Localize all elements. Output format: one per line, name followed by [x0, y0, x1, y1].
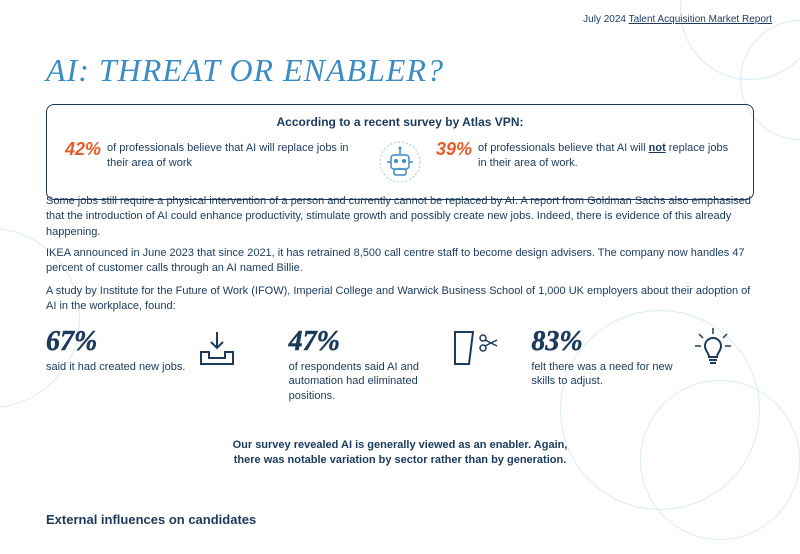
inbox-download-icon	[195, 326, 239, 375]
conclusion-line1: Our survey revealed AI is generally view…	[0, 438, 800, 453]
survey-right-pct: 39%	[436, 139, 472, 160]
stat-3-caption: felt there was a need for new skills to …	[531, 360, 681, 389]
header-date: July 2024	[583, 14, 626, 25]
header-doc-title: Talent Acquisition Market Report	[629, 14, 772, 25]
survey-left-text: of professionals believe that AI will re…	[107, 139, 364, 171]
paragraph-1: Some jobs still require a physical inter…	[46, 194, 754, 240]
stats-row: 67% said it had created new jobs. 47% of…	[46, 326, 754, 403]
survey-left-pct: 42%	[65, 139, 101, 160]
survey-heading: According to a recent survey by Atlas VP…	[65, 115, 735, 129]
conclusion-line2: there was notable variation by sector ra…	[0, 453, 800, 468]
stat-2-caption: of respondents said AI and automation ha…	[289, 360, 439, 403]
page-title: AI: THREAT OR ENABLER?	[46, 52, 444, 89]
conclusion-text: Our survey revealed AI is generally view…	[0, 438, 800, 469]
paper-scissors-icon	[449, 326, 499, 375]
paragraph-2: IKEA announced in June 2023 that since 2…	[46, 246, 754, 277]
stat-1-caption: said it had created new jobs.	[46, 360, 185, 374]
stat-1: 67% said it had created new jobs.	[46, 326, 269, 403]
stat-3-pct: 83%	[531, 326, 681, 358]
stat-2-pct: 47%	[289, 326, 439, 358]
robot-icon	[372, 139, 428, 185]
survey-right-not: not	[649, 142, 666, 154]
survey-stat-left: 42% of professionals believe that AI wil…	[65, 139, 364, 171]
survey-callout-box: According to a recent survey by Atlas VP…	[46, 104, 754, 200]
section-subheading: External influences on candidates	[46, 512, 256, 527]
survey-right-prefix: of professionals believe that AI will	[478, 142, 649, 154]
header-doc-reference: July 2024 Talent Acquisition Market Repo…	[583, 14, 772, 25]
stat-1-pct: 67%	[46, 326, 185, 358]
stat-2: 47% of respondents said AI and automatio…	[289, 326, 512, 403]
survey-stat-right: 39% of professionals believe that AI wil…	[436, 139, 735, 171]
lightbulb-icon	[691, 326, 735, 379]
bg-circle	[680, 0, 800, 80]
stat-3: 83% felt there was a need for new skills…	[531, 326, 754, 403]
paragraph-3: A study by Institute for the Future of W…	[46, 284, 754, 315]
survey-right-text: of professionals believe that AI will no…	[478, 139, 735, 171]
